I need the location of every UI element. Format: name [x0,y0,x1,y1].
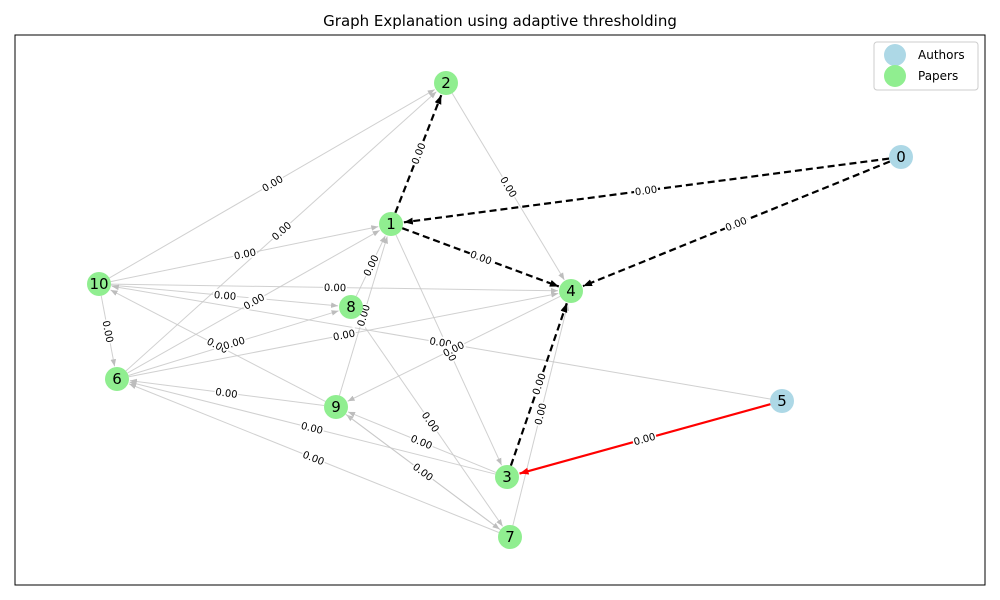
node-label: 9 [331,398,341,416]
edge-weight-background [220,333,247,352]
node-1 [379,212,403,236]
edge-weight-group: 0.00 [633,182,659,199]
node-3 [495,465,519,489]
node-0 [889,145,913,169]
edge-weight-background [259,172,286,194]
node-7 [498,525,522,549]
legend-papers-label: Papers [918,69,958,83]
edge-weight-group: 0.00 [322,281,348,294]
legend-authors-marker [884,44,906,66]
edge-weight-background [232,245,258,262]
node-label: 6 [112,370,122,388]
edge-weight-label: 0.00 [215,387,238,401]
node-label: 0 [896,148,906,166]
node-9 [324,395,348,419]
node-8 [339,295,363,319]
edge-weight-label: 0.00 [100,320,115,344]
edge-weight-background [213,385,240,400]
legend: Authors Papers [873,41,979,91]
edge-weight-background [268,218,294,243]
node-label: 4 [566,282,576,300]
edge-weight-group: 0.00 [232,245,258,263]
edge-weight-background [468,247,495,267]
edge-weight-background [498,173,520,200]
edge-weight-background [360,252,381,279]
legend-authors-label: Authors [918,48,965,62]
edge-weight-background [408,431,435,452]
node-label: 1 [386,215,396,233]
edge-weight-group: 0.00 [212,288,238,303]
edge-weight-background [722,213,749,234]
edge-weight-background [354,302,372,329]
edge-weight-label: 0.00 [233,247,257,262]
edge-weight-background [300,447,327,468]
edge-weight-background [331,326,357,343]
figure-title: Graph Explanation using adaptive thresho… [323,12,677,30]
plot-area-frame [14,34,986,586]
node-label: 8 [346,298,356,316]
edge-weight-label: 0.00 [533,402,549,426]
edge-weight-background [408,140,428,167]
edge-1-2 [394,94,443,214]
node-label: 10 [89,275,108,293]
edge-weight-label: 0.00 [300,421,324,437]
edge-weight-label: 0.00 [332,328,356,343]
edge-weight-label: 0.00 [213,290,236,303]
edge-weight-label: 0.00 [634,185,658,199]
node-label: 3 [502,468,512,486]
edge-weight-background [322,281,348,293]
edge-weight-background [531,400,549,427]
node-label: 2 [441,74,451,92]
node-4 [559,279,583,303]
edge-weight-group: 0.00 [100,318,117,345]
edge-weight-background [440,338,467,359]
node-10 [87,272,111,296]
edge-weight-group: 0.00 [531,400,549,427]
edge-weight-background [633,182,659,198]
edge-weight-background [100,318,117,345]
node-6 [105,367,129,391]
edge-weight-background [631,430,658,448]
edge-weight-background [529,370,548,397]
edge-weight-group: 0.00 [331,326,357,343]
edge-weight-background [240,290,267,312]
node-2 [434,71,458,95]
edge-weight-group: 0.00 [299,419,326,437]
edge-3-4 [509,302,568,467]
edge-weight-background [419,408,443,435]
legend-papers-marker [884,65,906,87]
nodes-layer: 0 1 2 3 4 5 6 7 8 9 10 [87,71,913,549]
node-5 [770,389,794,413]
edge-weight-label: 0.00 [324,283,346,294]
edge-weight-group: 0.00 [213,385,240,401]
node-label: 7 [505,528,515,546]
edge-weight-background [410,460,437,484]
edge-weight-background [299,419,326,436]
edge-weight-background [212,288,238,302]
node-label: 5 [777,392,787,410]
